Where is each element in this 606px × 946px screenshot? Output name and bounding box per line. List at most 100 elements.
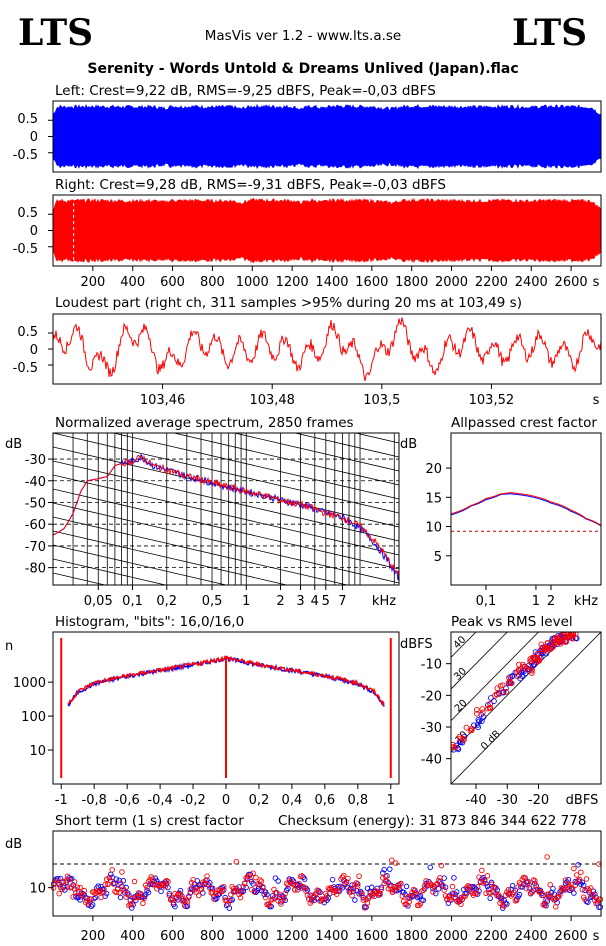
- peak-rms-point-1-2-2: [463, 724, 470, 731]
- short-term-point-1-808: [211, 896, 217, 902]
- short-term-ylabel: dB: [5, 837, 22, 852]
- short-term-point-1-2418: [532, 878, 538, 884]
- histogram-ytick-label-0: 1000: [13, 676, 46, 691]
- short-term-point-1-1928: [434, 881, 440, 887]
- short-term-point-1-297: [109, 867, 115, 873]
- peak-rms-point-1-10-1: [529, 666, 535, 673]
- left-ytick-1: 0: [30, 130, 38, 145]
- short-term-point-1-2474: [543, 897, 549, 903]
- short-term-point-1-2495: [547, 882, 553, 888]
- peak-rms-point-0-3-1: [476, 718, 483, 725]
- right-xtick-label-5: 1200: [276, 275, 309, 290]
- spectrum-slope-15: [53, 474, 399, 556]
- short-term-xtick-label-4: 1000: [236, 929, 269, 944]
- short-term-point-1-192: [88, 896, 95, 902]
- peak-rms-ytick-label-1: -20: [421, 689, 442, 704]
- short-term-point-1-45: [59, 886, 65, 893]
- peak-rms-point-1-0-0: [451, 744, 457, 750]
- short-term-point-1-332: [116, 889, 122, 896]
- spectrum-slope-21: [53, 558, 168, 585]
- short-term-point-1-1501: [349, 892, 355, 899]
- short-term-point-1-661: [181, 903, 188, 909]
- short-term-xtick-label-1: 400: [120, 929, 145, 944]
- short-term-point-0-2194: [487, 895, 493, 902]
- short-term-point-0-1158: [281, 894, 287, 900]
- short-term-point-1-339: [117, 880, 124, 886]
- loud-xtick-unit: s: [593, 393, 600, 408]
- short-term-point-1-1788: [406, 899, 413, 905]
- spectrum-xtick-label-3: 0,5: [202, 594, 223, 609]
- short-term-point-1-1655: [380, 875, 386, 881]
- short-term-point-0-479: [145, 889, 152, 896]
- peak-rms-point-1-9-2: [519, 661, 526, 668]
- loud-xtick-label-2: 103,5: [363, 393, 400, 408]
- short-term-point-1-409: [131, 878, 138, 885]
- short-term-point-1-1522: [353, 880, 360, 886]
- short-term-point-1-2607: [569, 886, 576, 892]
- short-term-xtick-label-6: 1400: [315, 929, 348, 944]
- short-term-point-1-248: [99, 889, 106, 895]
- short-term-point-1-724: [194, 883, 201, 890]
- short-term-point-1-129: [75, 889, 82, 896]
- peak-rms-ylabel: dBFS: [400, 637, 433, 652]
- peak-rms-point-1-19-3: [551, 641, 558, 648]
- short-term-title: Short term (1 s) crest factor: [55, 813, 244, 829]
- allpass-xlabel: kHz: [574, 594, 598, 609]
- short-term-point-1-1186: [286, 877, 293, 884]
- lts-logo-left: LTS: [18, 12, 93, 54]
- spectrum-ylabel: dB: [5, 437, 22, 452]
- short-term-point-1-325: [115, 886, 121, 893]
- spectrum-xtick-label-0: 0,05: [84, 594, 113, 609]
- peak-rms-point-1-21-2: [558, 632, 565, 639]
- short-term-point-0-94: [68, 875, 75, 882]
- spectrum-slope-7: [353, 433, 399, 444]
- short-term-point-0-2201: [488, 879, 495, 886]
- short-term-point-1-59: [62, 883, 68, 889]
- short-term-point-1-1592: [367, 890, 373, 896]
- short-term-point-1-605: [170, 899, 177, 906]
- peak-rms-point-1-7-3: [506, 678, 513, 685]
- left-ytick-0: 0.5: [17, 112, 38, 127]
- short-term-point-1-1823: [413, 892, 420, 898]
- short-term-point-1-640: [177, 891, 184, 898]
- spectrum-ytick-label-1: -40: [25, 475, 46, 490]
- spectrum-ytick-label-0: -30: [25, 453, 46, 468]
- short-term-point-0-1858: [420, 897, 426, 904]
- short-term-outlier-0: [233, 858, 240, 865]
- short-term-point-1-1200: [289, 880, 295, 887]
- short-term-point-1-836: [216, 887, 223, 893]
- short-term-point-1-451: [140, 900, 146, 907]
- short-term-point-1-1746: [398, 880, 404, 887]
- file-name: Serenity - Words Untold & Dreams Unlived…: [87, 61, 518, 77]
- short-term-point-1-577: [165, 878, 171, 885]
- short-term-point-0-136: [77, 897, 83, 903]
- short-term-point-1-1424: [334, 891, 340, 897]
- short-term-point-1-2572: [562, 877, 569, 883]
- short-term-point-1-80: [66, 876, 72, 883]
- peak-rms-diagonal-label-4: 0 dB: [479, 728, 503, 752]
- spectrum-xtick-label-4: 1: [242, 594, 250, 609]
- short-term-point-1-857: [221, 884, 227, 890]
- peak-rms-point-1-23-3: [569, 635, 576, 642]
- short-term-point-1-1697: [388, 886, 394, 893]
- allpass-ylabel: dB: [400, 437, 417, 452]
- spectrum-ytick-label-4: -70: [25, 540, 46, 555]
- short-term-point-1-2635: [575, 877, 581, 884]
- peak-rms-point-1-16-3: [547, 645, 553, 652]
- short-term-point-1-2670: [582, 896, 588, 903]
- short-term-xtick-unit: s: [593, 929, 600, 944]
- short-term-point-0-1501: [349, 882, 355, 888]
- short-term-point-1-283: [106, 875, 113, 881]
- short-term-point-0-584: [166, 891, 173, 897]
- short-term-point-1-871: [223, 897, 230, 904]
- right-xtick-label-7: 1600: [355, 275, 388, 290]
- right-ytick-0: 0.5: [17, 206, 38, 221]
- spectrum-xtick-label-9: 7: [338, 594, 346, 609]
- short-term-point-1-1809: [410, 886, 417, 893]
- peak-rms-point-1-10-2: [529, 670, 535, 676]
- spectrum-slope-20: [53, 544, 228, 585]
- right-xtick-label-12: 2600: [555, 275, 588, 290]
- histogram-xtick-label-1: -0,8: [82, 793, 107, 808]
- short-term-point-1-2341: [516, 879, 523, 886]
